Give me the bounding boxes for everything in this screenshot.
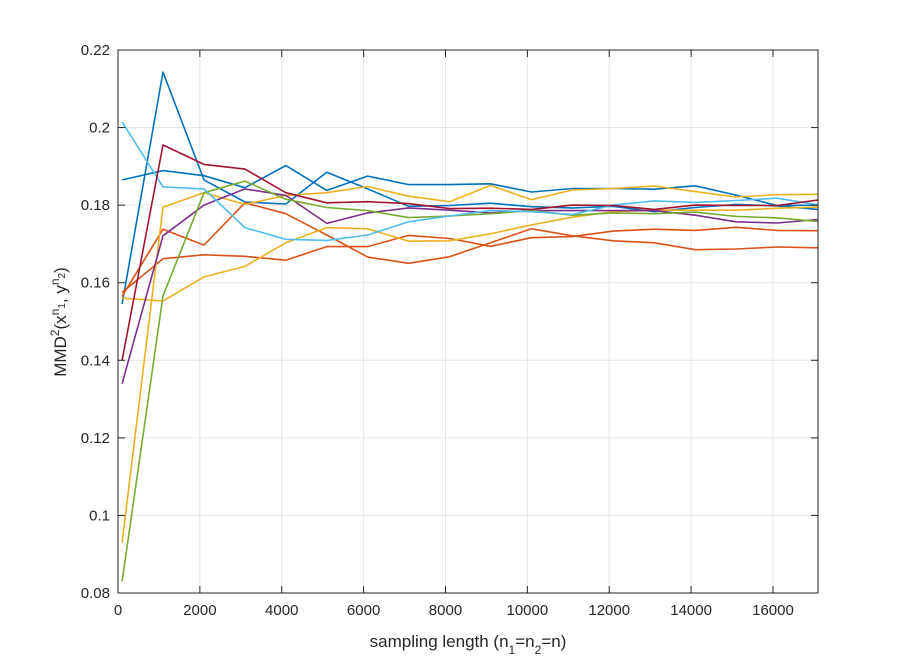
series-group bbox=[121, 71, 819, 582]
y-tick-label: 0.22 bbox=[81, 42, 110, 59]
series-line-7 bbox=[121, 188, 819, 384]
y-axis-label: MMD2(xn1, yn2) bbox=[48, 267, 70, 377]
series-line-10 bbox=[121, 144, 819, 361]
x-tick-label: 8000 bbox=[429, 602, 462, 619]
y-tick-label: 0.1 bbox=[89, 507, 110, 524]
series-line-1 bbox=[121, 71, 819, 305]
x-tick-label: 4000 bbox=[265, 602, 298, 619]
series-line-4 bbox=[121, 226, 819, 294]
x-tick-label: 14000 bbox=[670, 602, 712, 619]
y-tick-label: 0.08 bbox=[81, 585, 110, 602]
series-line-6 bbox=[122, 206, 819, 302]
y-tick-label: 0.12 bbox=[81, 430, 110, 447]
tick-labels: 0 2000 4000 6000 8000 10000 12000 14000 16000 0.0… bbox=[81, 42, 794, 619]
series-line-3 bbox=[121, 202, 819, 297]
plot-background bbox=[118, 50, 818, 593]
y-tick-label: 0.14 bbox=[81, 352, 110, 369]
series-line-5 bbox=[121, 184, 819, 543]
series-line-8 bbox=[121, 180, 819, 582]
ticks bbox=[117, 49, 818, 594]
series-line-9 bbox=[121, 121, 819, 242]
plot-frame bbox=[117, 49, 819, 594]
x-tick-label: 10000 bbox=[506, 602, 548, 619]
x-tick-label: 16000 bbox=[752, 602, 794, 619]
y-tick-label: 0.16 bbox=[81, 275, 110, 292]
x-tick-label: 2000 bbox=[183, 602, 216, 619]
x-tick-label: 0 bbox=[114, 602, 122, 619]
y-tick-label: 0.2 bbox=[89, 120, 110, 137]
x-tick-label: 12000 bbox=[588, 602, 630, 619]
x-axis-label: sampling length (n1=n2=n) bbox=[370, 632, 567, 657]
x-tick-label: 6000 bbox=[347, 602, 380, 619]
series-line-2 bbox=[121, 164, 819, 207]
y-tick-label: 0.18 bbox=[81, 197, 110, 214]
